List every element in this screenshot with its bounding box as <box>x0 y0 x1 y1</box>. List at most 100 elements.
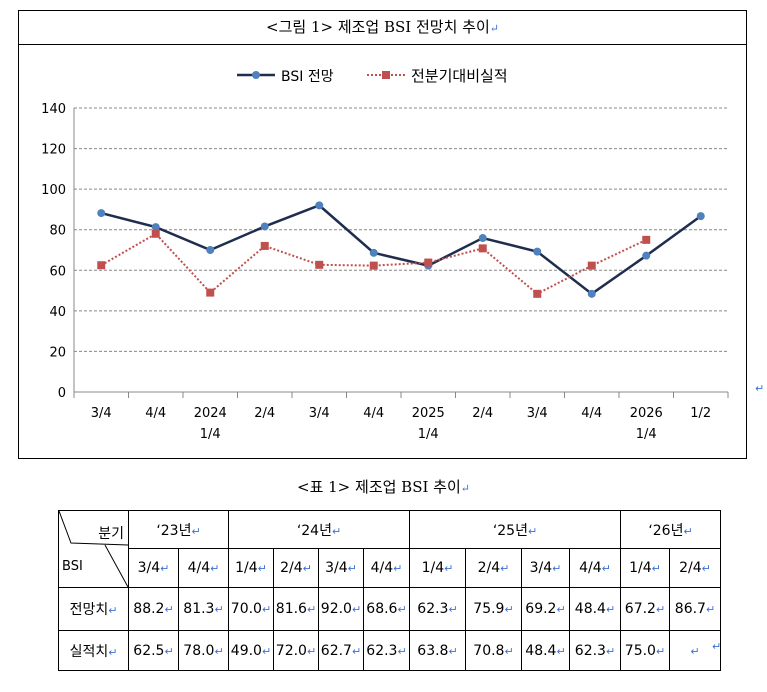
cell-value: 86.7 <box>674 601 706 617</box>
row-label-text: 실적치 <box>69 643 109 660</box>
quarter-label: 4/4 <box>370 560 394 576</box>
quarter-header: 1/4↵ <box>409 548 466 588</box>
y-tick-label: 20 <box>49 345 66 360</box>
cell-value: 62.7 <box>320 642 352 659</box>
table-cell: 48.4↵ <box>521 630 570 671</box>
x-tick-label: 4/4 <box>363 406 384 421</box>
data-point-actual <box>478 244 487 253</box>
table-cell: 81.3↵ <box>178 587 229 631</box>
table-cell: 67.2↵ <box>620 587 670 631</box>
quarter-label: 3/4 <box>325 560 348 576</box>
table-cell: 68.6↵ <box>363 587 410 631</box>
legend-label: BSI 전망 <box>281 69 334 85</box>
year-label: ‘23년 <box>156 522 192 539</box>
data-point-forecast <box>315 201 324 210</box>
quarter-label: 2/4 <box>477 560 501 576</box>
table-cell: 72.0↵ <box>273 630 319 671</box>
quarter-header: 4/4↵ <box>363 548 410 588</box>
table-cell: 62.3↵ <box>569 630 621 671</box>
table-cell: 92.0↵ <box>318 587 364 631</box>
y-tick-label: 100 <box>41 183 66 198</box>
corner-bottom-label: BSI <box>62 559 83 574</box>
x-tick-label: 1/4 <box>418 427 439 442</box>
x-tick-label: 2024 <box>194 406 227 421</box>
year-header: ‘26년↵ <box>620 510 721 549</box>
x-tick-label: 1/4 <box>200 427 221 442</box>
year-label: ‘25년 <box>492 522 528 539</box>
quarter-label: 4/4 <box>579 560 602 576</box>
cell-value: 92.0 <box>320 601 352 617</box>
cell-value: 49.0 <box>230 642 262 659</box>
quarter-header: 3/4↵ <box>128 548 179 588</box>
data-point-forecast <box>696 212 705 221</box>
quarter-label: 1/4 <box>629 560 652 576</box>
data-point-actual <box>315 260 324 269</box>
table-cell: 75.9↵ <box>465 587 522 631</box>
year-header: ‘25년↵ <box>409 510 621 549</box>
data-point-actual <box>97 261 106 270</box>
x-tick-label: 3/4 <box>309 406 330 421</box>
cell-value: 62.5 <box>133 642 165 659</box>
cell-value: 78.0 <box>183 642 215 659</box>
cell-value: 81.3 <box>183 601 215 617</box>
legend-label: 전분기대비실적 <box>411 67 508 85</box>
table-cell: 62.3↵ <box>409 587 466 631</box>
y-tick-label: 120 <box>41 143 66 158</box>
figure-box: <그림 1> 제조업 BSI 전망치 추이↵ 0 20 40 60 80 100 120 14… <box>18 10 747 459</box>
y-tick-label: 140 <box>41 102 66 117</box>
y-tick-label: 60 <box>49 264 66 279</box>
quarter-label: 3/4 <box>529 560 553 576</box>
figure-title: <그림 1> 제조업 BSI 전망치 추이 <box>266 18 490 36</box>
cell-value: 72.0 <box>275 642 307 659</box>
cell-value: 88.2 <box>133 601 165 617</box>
data-point-actual <box>151 229 160 238</box>
data-point-forecast <box>206 246 215 254</box>
x-tick-label: 2/4 <box>254 406 275 421</box>
line-chart: 0 20 40 60 80 100 120 140 3/4 4/4 2024 1/4 2/4 3/4 4/4… <box>41 67 729 442</box>
y-tick-label: 80 <box>49 224 66 239</box>
table-cell: 62.7↵ <box>318 630 364 671</box>
table-cell: 88.2↵ <box>128 587 179 631</box>
data-point-actual <box>206 288 215 297</box>
table-cell: 78.0↵ <box>178 630 229 671</box>
cell-value: 81.6 <box>275 601 307 617</box>
quarter-label: 1/4 <box>421 560 445 576</box>
data-point-forecast <box>478 234 487 243</box>
data-point-actual <box>369 261 378 270</box>
quarter-header: 1/4↵ <box>620 548 670 588</box>
quarter-header: 4/4↵ <box>178 548 229 588</box>
table-cell: 62.5↵ <box>128 630 179 671</box>
corner-top-label: 분기 <box>98 526 124 542</box>
cell-value: 62.3 <box>417 601 449 617</box>
data-point-actual <box>587 261 596 270</box>
x-tick-label: 1/4 <box>636 427 657 442</box>
row-label: 실적치↵ <box>58 630 129 671</box>
data-point-forecast <box>151 223 160 232</box>
x-tick-label: 4/4 <box>581 406 602 421</box>
data-point-actual <box>642 235 651 244</box>
data-point-actual <box>533 289 542 298</box>
cell-value: 70.8 <box>473 642 505 659</box>
x-tick-label: 4/4 <box>145 406 166 421</box>
x-tick-label: 3/4 <box>91 406 112 421</box>
cell-value: 75.0 <box>624 642 656 659</box>
cell-value: 70.0 <box>230 601 262 617</box>
x-tick-label: 2025 <box>412 406 445 421</box>
table-cell: 70.8↵ <box>465 630 522 671</box>
table-cell: 86.7↵ <box>669 587 721 631</box>
table-cell: 49.0↵ <box>228 630 274 671</box>
y-tick-label: 0 <box>58 386 66 401</box>
quarter-label: 3/4 <box>137 560 161 576</box>
quarter-label: 4/4 <box>187 560 211 576</box>
table-cell: 63.8↵ <box>409 630 466 671</box>
quarter-header: 4/4↵ <box>569 548 621 588</box>
quarter-label: 2/4 <box>280 560 303 576</box>
data-point-actual <box>424 258 433 267</box>
bsi-table: 분기 BSI ‘23년↵ ‘24년↵ ‘25년↵ ‘26년↵ 3/4↵ 4/4↵ 1/4↵… <box>58 510 721 671</box>
x-tick-label: 2026 <box>630 406 663 421</box>
year-label: ‘24년 <box>296 522 332 539</box>
quarter-header: 3/4↵ <box>318 548 364 588</box>
table-cell: 69.2↵ <box>521 587 570 631</box>
row-label-text: 전망치 <box>69 602 109 618</box>
table-cell: 62.3↵ <box>363 630 410 671</box>
